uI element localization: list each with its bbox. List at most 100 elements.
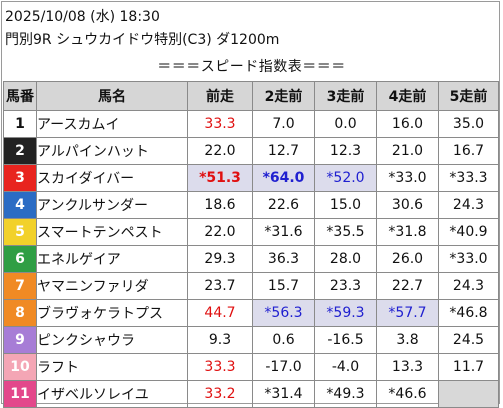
horse-name: スカイダイバー [36,164,188,192]
table-row: 3 スカイダイバー *51.3 *64.0 *52.0 *33.0 *33.3 [3,164,499,192]
table-row: 4 アンクルサンダー 18.6 22.6 15.0 30.6 24.3 [3,191,499,219]
col-header-3-races-ago: 3走前 [314,81,377,111]
table-row: 8 ブラヴォケラトプス 44.7 *56.3 *59.3 *57.7 *46.8 [3,299,499,327]
table-row: 9 ピンクシャウラ 9.3 0.6 -16.5 3.8 24.5 [3,326,499,354]
speed-index-table: 馬番 馬名 前走 2走前 3走前 4走前 5走前 1 アースカムイ 33.3 7… [3,81,499,408]
table-row: 10 ラフト 33.3 -17.0 -4.0 13.3 11.7 [3,353,499,381]
race-datetime: 2025/10/08 (水) 18:30 [5,9,160,25]
speed-4-races-ago: 26.0 [376,245,439,273]
speed-4-races-ago: *46.6 [376,380,439,408]
col-header-5-races-ago: 5走前 [438,81,499,111]
speed-3-races-ago: 15.0 [314,191,377,219]
col-header-4-races-ago: 4走前 [376,81,439,111]
horse-name: イザベルソレイユ [36,380,188,408]
speed-3-races-ago: -4.0 [314,353,377,381]
speed-4-races-ago: 22.7 [376,272,439,300]
horse-number: 6 [3,245,37,273]
horse-name: ピンクシャウラ [36,326,188,354]
speed-5-races-ago: *33.3 [438,164,499,192]
speed-3-races-ago: *35.5 [314,218,377,246]
col-header-horse-name: 馬名 [36,81,188,111]
table-row: 1 アースカムイ 33.3 7.0 0.0 16.0 35.0 [3,110,499,138]
horse-number: 2 [3,137,37,165]
speed-last-race: 33.3 [187,110,253,138]
speed-last-race: 9.3 [187,326,253,354]
horse-number: 9 [3,326,37,354]
speed-last-race: 33.3 [187,353,253,381]
col-header-2-races-ago: 2走前 [252,81,315,111]
horse-number: 5 [3,218,37,246]
speed-3-races-ago: 0.0 [314,110,377,138]
speed-3-races-ago: *52.0 [314,164,377,192]
horse-name: ヤマニンファリダ [36,272,188,300]
speed-2-races-ago: 36.3 [252,245,315,273]
speed-5-races-ago: *40.9 [438,218,499,246]
speed-2-races-ago: 0.6 [252,326,315,354]
horse-number: 10 [3,353,37,381]
speed-5-races-ago [438,380,499,408]
speed-3-races-ago: 28.0 [314,245,377,273]
speed-3-races-ago: 12.3 [314,137,377,165]
horse-number: 3 [3,164,37,192]
horse-number: 8 [3,299,37,327]
speed-5-races-ago: 24.3 [438,272,499,300]
speed-2-races-ago: *31.4 [252,380,315,408]
table-row: 11 イザベルソレイユ 33.2 *31.4 *49.3 *46.6 [3,380,499,408]
speed-5-races-ago: 11.7 [438,353,499,381]
speed-3-races-ago: 23.3 [314,272,377,300]
speed-5-races-ago: 35.0 [438,110,499,138]
speed-4-races-ago: 13.3 [376,353,439,381]
table-row: 5 スマートテンペスト 22.0 *31.6 *35.5 *31.8 *40.9 [3,218,499,246]
speed-2-races-ago: *56.3 [252,299,315,327]
speed-4-races-ago: 30.6 [376,191,439,219]
horse-name: スマートテンペスト [36,218,188,246]
speed-3-races-ago: -16.5 [314,326,377,354]
table-row: 6 エネルゲイア 29.3 36.3 28.0 26.0 *33.0 [3,245,499,273]
horse-name: ラフト [36,353,188,381]
horse-number: 11 [3,380,37,408]
speed-5-races-ago: *46.8 [438,299,499,327]
speed-5-races-ago: *33.0 [438,245,499,273]
table-row: 7 ヤマニンファリダ 23.7 15.7 23.3 22.7 24.3 [3,272,499,300]
speed-last-race: 33.2 [187,380,253,408]
horse-name: エネルゲイア [36,245,188,273]
speed-3-races-ago: *59.3 [314,299,377,327]
speed-2-races-ago: 7.0 [252,110,315,138]
speed-last-race: *51.3 [187,164,253,192]
section-title: ＝＝＝スピード指数表＝＝＝ [157,59,346,75]
speed-2-races-ago: 15.7 [252,272,315,300]
speed-5-races-ago: 24.5 [438,326,499,354]
speed-4-races-ago: *33.0 [376,164,439,192]
speed-4-races-ago: *31.8 [376,218,439,246]
speed-last-race: 44.7 [187,299,253,327]
speed-4-races-ago: 3.8 [376,326,439,354]
speed-last-race: 29.3 [187,245,253,273]
speed-2-races-ago: 22.6 [252,191,315,219]
speed-3-races-ago: *49.3 [314,380,377,408]
speed-2-races-ago: -17.0 [252,353,315,381]
horse-name: アンクルサンダー [36,191,188,219]
col-header-number: 馬番 [3,81,37,111]
speed-last-race: 18.6 [187,191,253,219]
speed-4-races-ago: *57.7 [376,299,439,327]
speed-5-races-ago: 24.3 [438,191,499,219]
table-row: 2 アルパインハット 22.0 12.7 12.3 21.0 16.7 [3,137,499,165]
speed-last-race: 22.0 [187,137,253,165]
speed-5-races-ago: 16.7 [438,137,499,165]
col-header-last-race: 前走 [187,81,253,111]
speed-4-races-ago: 16.0 [376,110,439,138]
speed-2-races-ago: 12.7 [252,137,315,165]
speed-2-races-ago: *64.0 [252,164,315,192]
table-header-row: 馬番 馬名 前走 2走前 3走前 4走前 5走前 [3,81,499,111]
speed-last-race: 22.0 [187,218,253,246]
horse-name: アルパインハット [36,137,188,165]
race-title: 門別9R シュウカイドウ特別(C3) ダ1200m [5,32,280,48]
horse-name: ブラヴォケラトプス [36,299,188,327]
speed-last-race: 23.7 [187,272,253,300]
horse-number: 4 [3,191,37,219]
speed-4-races-ago: 21.0 [376,137,439,165]
horse-number: 7 [3,272,37,300]
speed-2-races-ago: *31.6 [252,218,315,246]
horse-number: 1 [3,110,37,138]
horse-name: アースカムイ [36,110,188,138]
